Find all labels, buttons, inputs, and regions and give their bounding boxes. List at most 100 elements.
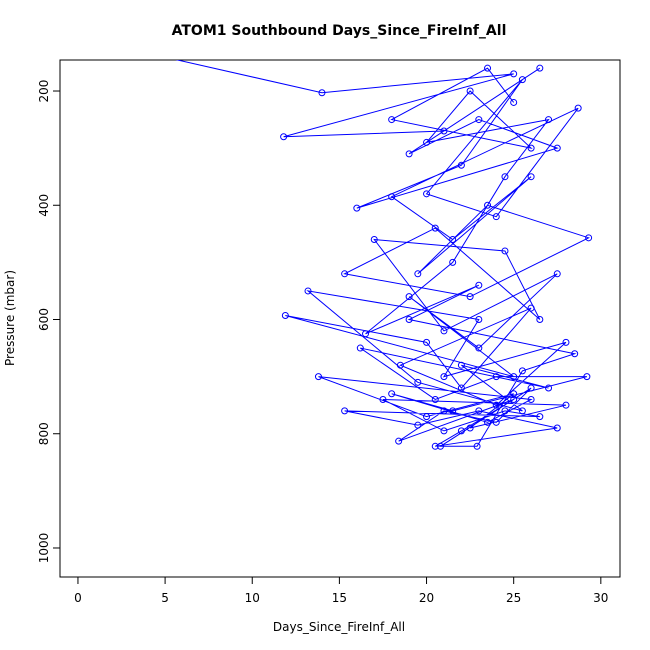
- point: [518, 407, 526, 415]
- chart-title: ATOM1 Southbound Days_Since_FireInf_All: [172, 23, 507, 39]
- point: [562, 338, 570, 346]
- point: [388, 390, 396, 398]
- point: [449, 236, 457, 244]
- point: [574, 104, 582, 112]
- point: [440, 327, 448, 335]
- plot-area: [175, 60, 593, 450]
- point: [370, 236, 378, 244]
- point: [545, 384, 553, 392]
- point: [492, 418, 500, 426]
- point: [553, 144, 561, 152]
- point: [431, 224, 439, 232]
- point: [423, 338, 431, 346]
- x-axis-label: Days_Since_FireInf_All: [273, 620, 405, 634]
- point: [484, 64, 492, 72]
- point: [449, 258, 457, 266]
- point: [457, 384, 465, 392]
- point: [341, 407, 349, 415]
- point: [527, 173, 535, 181]
- x-tick-label: 10: [245, 591, 260, 605]
- y-tick-label: 1000: [37, 533, 51, 564]
- point: [492, 213, 500, 221]
- point: [395, 437, 403, 445]
- point: [466, 293, 474, 301]
- point: [431, 395, 439, 403]
- series-line: [175, 60, 590, 447]
- y-tick-label: 600: [37, 308, 51, 331]
- point: [466, 424, 474, 432]
- point: [304, 287, 312, 295]
- point: [414, 378, 422, 386]
- point: [501, 173, 509, 181]
- point: [553, 424, 561, 432]
- y-tick-label: 400: [37, 194, 51, 217]
- point: [510, 98, 518, 106]
- point: [423, 413, 431, 421]
- point: [440, 127, 448, 135]
- point: [527, 304, 535, 312]
- point: [405, 315, 413, 323]
- point: [536, 315, 544, 323]
- point: [527, 144, 535, 152]
- point: [484, 201, 492, 209]
- y-tick-label: 800: [37, 422, 51, 445]
- x-tick-label: 0: [74, 591, 82, 605]
- point: [414, 421, 422, 429]
- x-tick-label: 25: [506, 591, 521, 605]
- point: [475, 281, 483, 289]
- point: [457, 361, 465, 369]
- point: [475, 315, 483, 323]
- point: [475, 116, 483, 124]
- point: [405, 293, 413, 301]
- point: [423, 138, 431, 146]
- point: [562, 401, 570, 409]
- point: [353, 204, 361, 212]
- point: [341, 270, 349, 278]
- point: [318, 89, 326, 97]
- point: [510, 395, 518, 403]
- y-tick-label: 200: [37, 80, 51, 103]
- point: [449, 407, 457, 415]
- point: [518, 76, 526, 84]
- y-axis-label: Pressure (mbar): [3, 270, 17, 366]
- x-tick-label: 20: [419, 591, 434, 605]
- point: [396, 361, 404, 369]
- point: [473, 442, 481, 450]
- point: [388, 193, 396, 201]
- point: [457, 427, 465, 435]
- x-tick-label: 5: [161, 591, 169, 605]
- point: [583, 373, 591, 381]
- point: [475, 407, 483, 415]
- point: [466, 87, 474, 95]
- point: [527, 384, 535, 392]
- point: [314, 373, 322, 381]
- point: [501, 407, 509, 415]
- point: [280, 133, 288, 141]
- x-tick-label: 15: [332, 591, 347, 605]
- point: [484, 418, 492, 426]
- point: [510, 70, 518, 78]
- point: [585, 234, 593, 242]
- point: [356, 344, 364, 352]
- point: [510, 373, 518, 381]
- point: [440, 407, 448, 415]
- point: [536, 64, 544, 72]
- point: [492, 401, 500, 409]
- point: [423, 190, 431, 198]
- point: [436, 442, 444, 450]
- point: [492, 373, 500, 381]
- point: [431, 442, 439, 450]
- point: [362, 330, 370, 338]
- point: [518, 367, 526, 375]
- point: [475, 344, 483, 352]
- point: [388, 116, 396, 124]
- point: [281, 312, 289, 320]
- point: [501, 247, 509, 255]
- point: [571, 350, 579, 358]
- point: [545, 116, 553, 124]
- point: [440, 427, 448, 435]
- point: [440, 373, 448, 381]
- point: [379, 395, 387, 403]
